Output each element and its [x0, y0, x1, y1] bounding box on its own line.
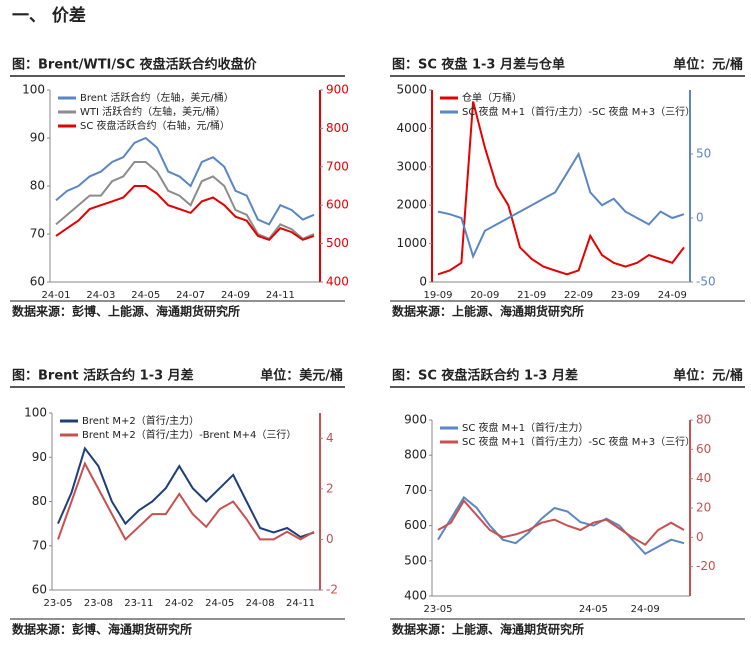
x-tick-label: 23-11 [124, 598, 153, 609]
x-tick-label: 24-05 [131, 290, 160, 301]
y2-tick-label: -2 [326, 583, 338, 597]
x-tick-label: 24-09 [631, 604, 660, 615]
y2-tick-label: 40 [696, 471, 711, 485]
chart-source: 数据来源：彭博、海通期货研究所 [12, 622, 192, 637]
x-tick-label: 24-11 [286, 598, 315, 609]
x-tick-label: 24-03 [86, 290, 115, 301]
legend-label: SC 夜盘 M+1（首行/主力）-SC 夜盘 M+3（三行） [462, 435, 695, 448]
series-line [57, 446, 315, 539]
series-line [437, 151, 685, 260]
legend-label: 仓单（万桶） [462, 91, 522, 104]
x-tick-label: 20-09 [470, 290, 499, 301]
y-tick-label: 100 [22, 83, 45, 97]
chart-title: 图：Brent/WTI/SC 夜盘活跃合约收盘价 [12, 57, 258, 73]
x-tick-label: 24-02 [165, 598, 194, 609]
y2-tick-label: 0 [696, 211, 704, 225]
y2-tick-label: 600 [326, 198, 349, 212]
y2-tick-label: 20 [696, 501, 711, 515]
y-tick-label: 4000 [396, 121, 427, 135]
chart-title: 图：SC 夜盘 1-3 月差与仓单 [392, 57, 565, 73]
y-tick-label: 90 [30, 131, 45, 145]
x-tick-label: 24-09 [658, 290, 687, 301]
x-tick-label: 24-05 [579, 604, 608, 615]
x-tick-label: 24-11 [266, 290, 295, 301]
x-tick-label: 21-09 [517, 290, 546, 301]
series-line [57, 461, 315, 542]
y2-tick-label: 50 [696, 147, 711, 161]
legend-label: SC 夜盘 M+1（首行/主力）-SC 夜盘 M+3（三行） [462, 105, 695, 118]
chart-unit: 单位：美元/桶 [260, 368, 343, 384]
x-tick-label: 24-07 [176, 290, 205, 301]
legend-label: SC 夜盘活跃合约（右轴，元/桶） [80, 119, 230, 132]
y2-tick-label: 0 [696, 530, 704, 544]
y2-tick-label: 80 [696, 413, 711, 427]
y-tick-label: 700 [404, 483, 427, 497]
chart-source: 数据来源：上能源、海通期货研究所 [392, 622, 584, 637]
series-line [55, 161, 315, 241]
y2-tick-label: 900 [326, 83, 349, 97]
x-tick-label: 19-09 [423, 290, 452, 301]
chart-title: 图：SC 夜盘活跃合约 1-3 月差 [392, 368, 578, 384]
y-tick-label: 800 [404, 448, 427, 462]
y-tick-label: 5000 [396, 83, 427, 97]
y-tick-label: 80 [30, 179, 45, 193]
chart-source: 数据来源：彭博、上能源、海通期货研究所 [12, 304, 240, 319]
series-line [437, 101, 685, 276]
y-tick-label: 900 [404, 413, 427, 427]
legend-label: Brent 活跃合约（左轴，美元/桶） [80, 91, 234, 104]
y-tick-label: 70 [30, 227, 45, 241]
chart-source: 数据来源：上能源、海通期货研究所 [392, 304, 584, 319]
y2-tick-label: -50 [696, 275, 716, 289]
x-tick-label: 24-01 [41, 290, 70, 301]
y-tick-label: 60 [32, 583, 47, 597]
series-line [55, 136, 315, 226]
y-tick-label: 70 [32, 538, 47, 552]
x-tick-label: 22-09 [564, 290, 593, 301]
legend-label: SC 夜盘 M+1（首行/主力） [462, 421, 588, 434]
series-line [55, 185, 315, 241]
y2-tick-label: 500 [326, 236, 349, 250]
y-tick-label: 1000 [396, 236, 427, 250]
y-tick-label: 2000 [396, 198, 427, 212]
x-tick-label: 24-05 [205, 598, 234, 609]
legend-label: WTI 活跃合约（左轴，美元/桶） [80, 105, 226, 118]
y-tick-label: 100 [24, 406, 47, 420]
y2-tick-label: 800 [326, 121, 349, 135]
chart-unit: 单位：元/桶 [673, 368, 743, 384]
y-tick-label: 500 [404, 553, 427, 567]
y-tick-label: 3000 [396, 159, 427, 173]
y2-tick-label: 700 [326, 159, 349, 173]
legend-label: Brent M+2（首行/主力）-Brent M+4（三行） [82, 428, 296, 441]
y2-tick-label: 2 [326, 481, 334, 495]
y2-tick-label: -20 [696, 559, 716, 573]
y-tick-label: 0 [419, 275, 427, 289]
series-line [437, 499, 685, 546]
y-tick-label: 80 [32, 494, 47, 508]
chart-title: 图：Brent 活跃合约 1-3 月差 [12, 368, 194, 384]
x-tick-label: 23-05 [43, 598, 72, 609]
y2-tick-label: 0 [326, 532, 334, 546]
y-tick-label: 400 [404, 589, 427, 603]
y2-tick-label: 400 [326, 275, 349, 289]
y-tick-label: 90 [32, 450, 47, 464]
chart-unit: 单位：元/桶 [673, 57, 743, 73]
y2-tick-label: 60 [696, 442, 711, 456]
x-tick-label: 23-05 [423, 604, 452, 615]
legend-label: Brent M+2（首行/主力） [82, 414, 199, 427]
x-tick-label: 24-08 [246, 598, 275, 609]
y2-tick-label: 4 [326, 431, 334, 445]
x-tick-label: 23-09 [611, 290, 640, 301]
heading: 一、 价差 [12, 5, 86, 26]
x-tick-label: 24-09 [221, 290, 250, 301]
x-tick-label: 23-08 [84, 598, 113, 609]
series-line [437, 495, 685, 556]
y-tick-label: 60 [30, 275, 45, 289]
y-tick-label: 600 [404, 518, 427, 532]
